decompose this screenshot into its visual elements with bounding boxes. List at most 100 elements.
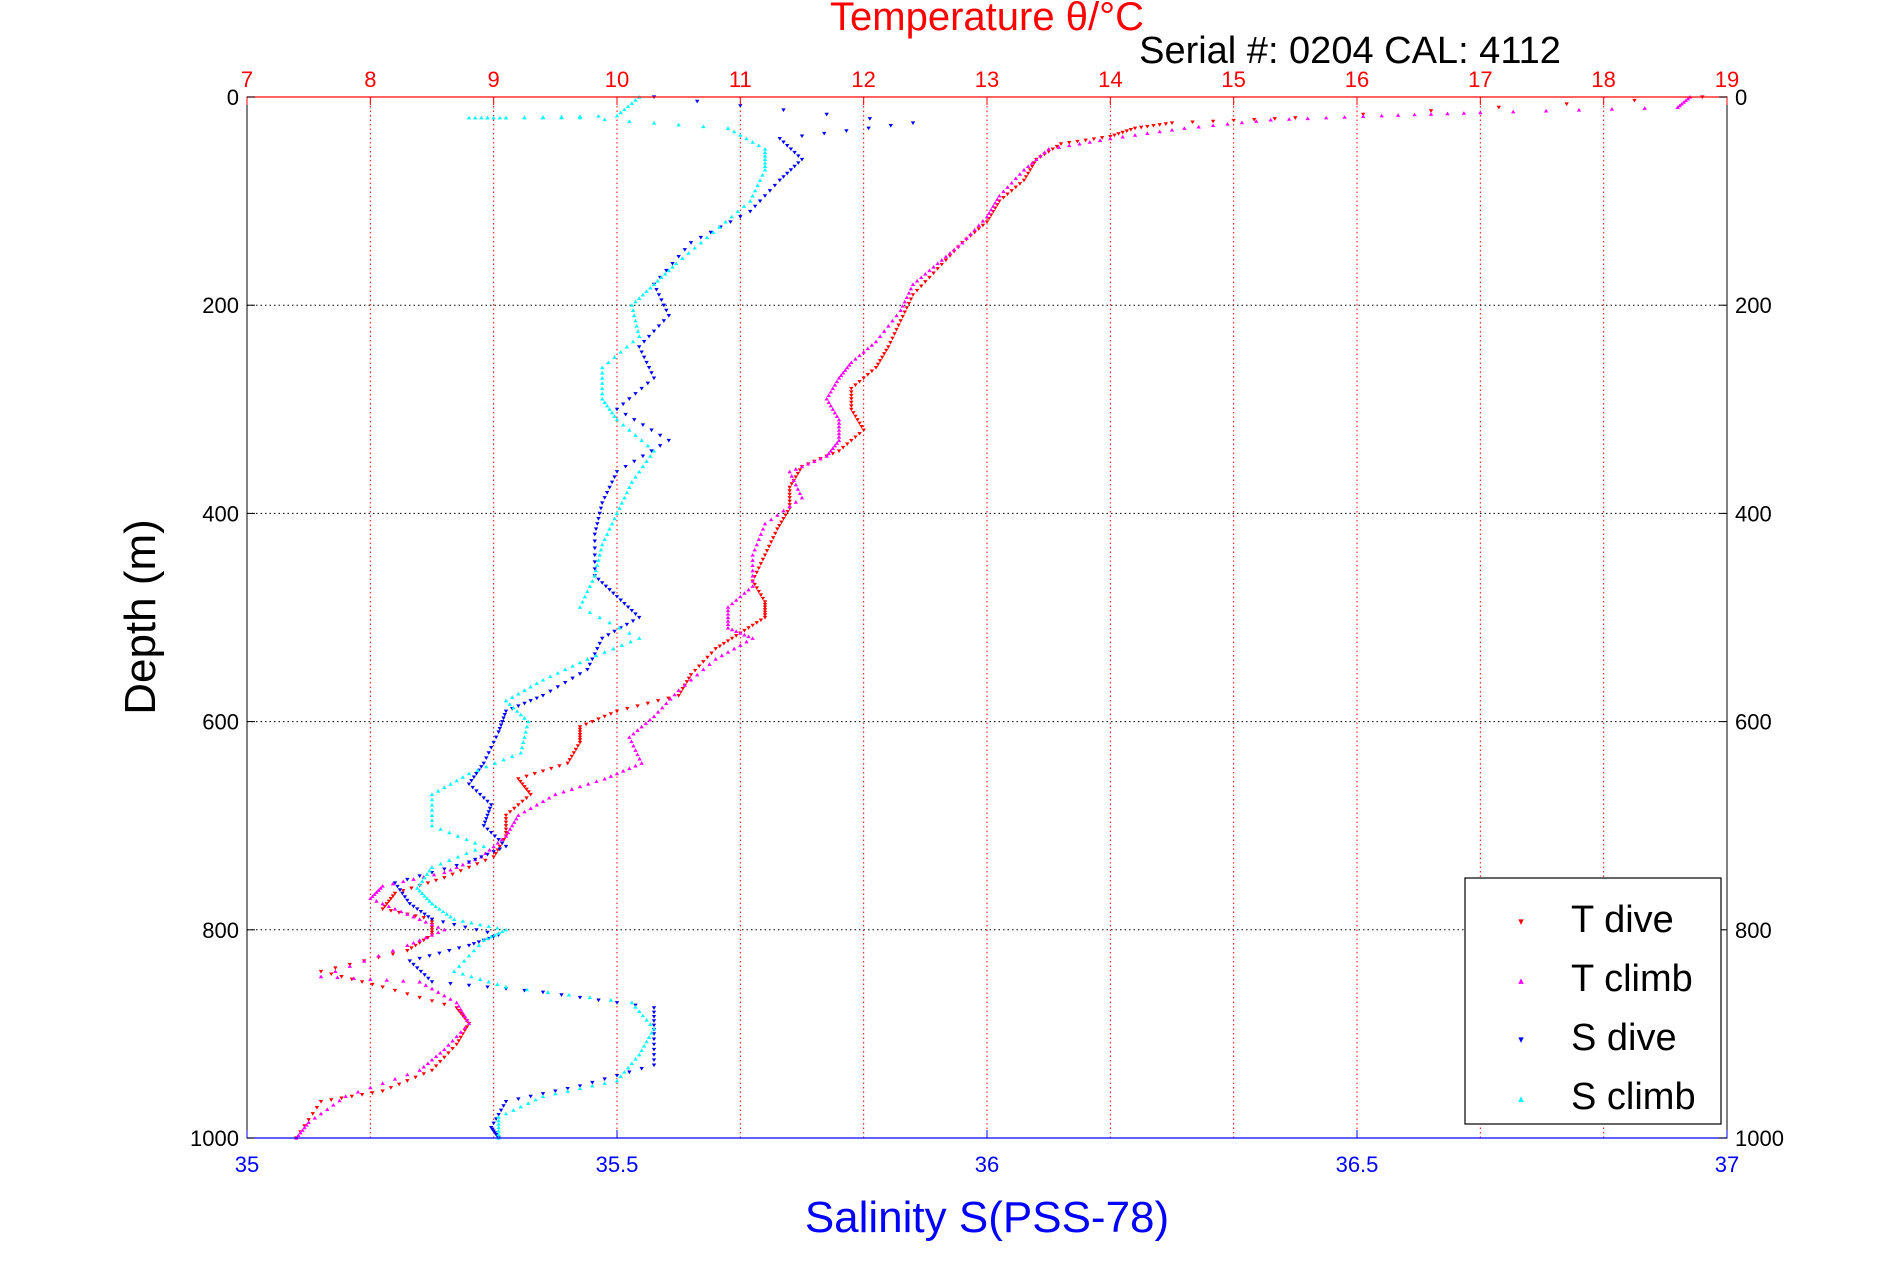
y-tick-label-left: 1000 <box>190 1126 239 1151</box>
top-tick-label: 10 <box>605 67 629 92</box>
data-point <box>734 634 739 638</box>
data-point <box>976 223 981 227</box>
data-point <box>516 803 521 807</box>
data-point <box>611 591 616 596</box>
data-point <box>1032 161 1037 165</box>
data-point <box>583 722 589 727</box>
data-point <box>632 459 637 464</box>
data-point <box>351 976 357 980</box>
data-point <box>423 935 429 940</box>
data-point <box>886 324 891 328</box>
data-point <box>511 705 516 710</box>
data-point <box>721 641 727 646</box>
data-point <box>359 1093 365 1097</box>
data-point <box>411 904 416 909</box>
data-point <box>392 891 398 896</box>
data-point <box>641 355 647 360</box>
data-point <box>1286 117 1292 121</box>
data-point <box>1030 164 1035 169</box>
data-point <box>386 899 392 904</box>
data-point <box>361 959 367 963</box>
data-point <box>475 768 480 772</box>
data-point <box>656 293 662 297</box>
data-point <box>783 513 788 518</box>
data-point <box>1128 128 1134 132</box>
data-point <box>651 1019 657 1023</box>
data-point <box>1021 178 1027 183</box>
data-point <box>555 671 560 675</box>
data-point <box>898 308 903 313</box>
y-tick-label-right: 800 <box>1735 918 1772 943</box>
data-point <box>661 303 667 308</box>
data-point <box>516 691 521 696</box>
data-point <box>405 943 410 948</box>
data-point <box>766 544 772 549</box>
data-point <box>559 993 564 997</box>
data-point <box>466 943 472 948</box>
data-point <box>491 1121 496 1126</box>
data-point <box>756 143 762 148</box>
data-point <box>1478 110 1483 115</box>
data-point <box>577 727 583 732</box>
data-point <box>489 803 494 807</box>
top-tick-label: 19 <box>1715 67 1739 92</box>
data-point <box>633 299 638 304</box>
series-t-climb <box>294 95 1693 1140</box>
data-point <box>329 1098 334 1102</box>
data-point <box>785 171 790 176</box>
data-point <box>738 594 743 599</box>
data-point <box>914 288 920 293</box>
data-point <box>644 360 649 365</box>
legend-label-t-climb: T climb <box>1571 958 1693 1000</box>
data-point <box>725 650 731 654</box>
y-tick-label-left: 800 <box>202 918 239 943</box>
data-point <box>540 1094 546 1098</box>
data-point <box>424 896 430 901</box>
data-point <box>1009 180 1014 185</box>
data-point <box>738 631 743 635</box>
data-point <box>908 286 914 291</box>
top-tick-label: 8 <box>364 67 376 92</box>
data-point <box>797 468 803 473</box>
data-point <box>602 400 607 404</box>
data-point <box>731 129 737 134</box>
data-point <box>607 588 612 592</box>
data-point <box>444 912 449 916</box>
data-point <box>450 872 455 877</box>
data-point <box>828 448 833 453</box>
data-point <box>417 956 422 961</box>
data-point <box>826 393 831 398</box>
top-tick-label: 14 <box>1098 67 1122 92</box>
data-point <box>857 431 862 436</box>
data-point <box>526 1101 531 1105</box>
data-point <box>405 877 410 882</box>
data-point <box>481 796 486 800</box>
data-point <box>836 449 842 453</box>
data-point <box>602 714 607 719</box>
data-point <box>849 404 854 408</box>
data-point <box>602 1081 607 1085</box>
data-point <box>553 1091 558 1096</box>
data-point <box>1169 127 1175 132</box>
data-point <box>607 485 612 490</box>
data-point <box>651 1053 657 1057</box>
data-point <box>614 417 620 422</box>
data-point <box>429 901 435 906</box>
data-point <box>563 667 568 672</box>
data-point <box>405 949 410 953</box>
data-point <box>577 733 583 737</box>
data-point <box>503 115 509 120</box>
data-point <box>637 345 642 349</box>
chart-title: Temperature θ/°C <box>830 0 1144 39</box>
data-point <box>466 983 472 988</box>
data-point <box>701 667 706 672</box>
data-point <box>417 938 422 942</box>
data-point <box>775 513 780 517</box>
data-point <box>853 414 858 419</box>
data-point <box>836 424 842 429</box>
data-point <box>768 517 774 522</box>
data-point <box>651 1006 657 1010</box>
data-point <box>704 235 710 240</box>
data-point <box>469 974 474 979</box>
data-point <box>563 680 568 685</box>
